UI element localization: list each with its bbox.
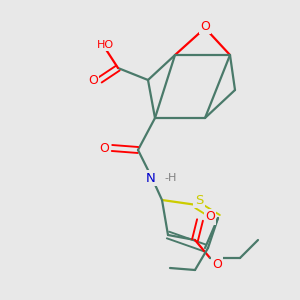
Text: N: N: [146, 172, 156, 184]
Text: O: O: [88, 74, 98, 86]
Text: O: O: [99, 142, 109, 154]
Text: O: O: [200, 20, 210, 32]
Text: O: O: [205, 211, 215, 224]
Text: S: S: [195, 194, 203, 206]
Text: HO: HO: [96, 40, 114, 50]
Text: O: O: [212, 257, 222, 271]
Text: -H: -H: [164, 173, 176, 183]
